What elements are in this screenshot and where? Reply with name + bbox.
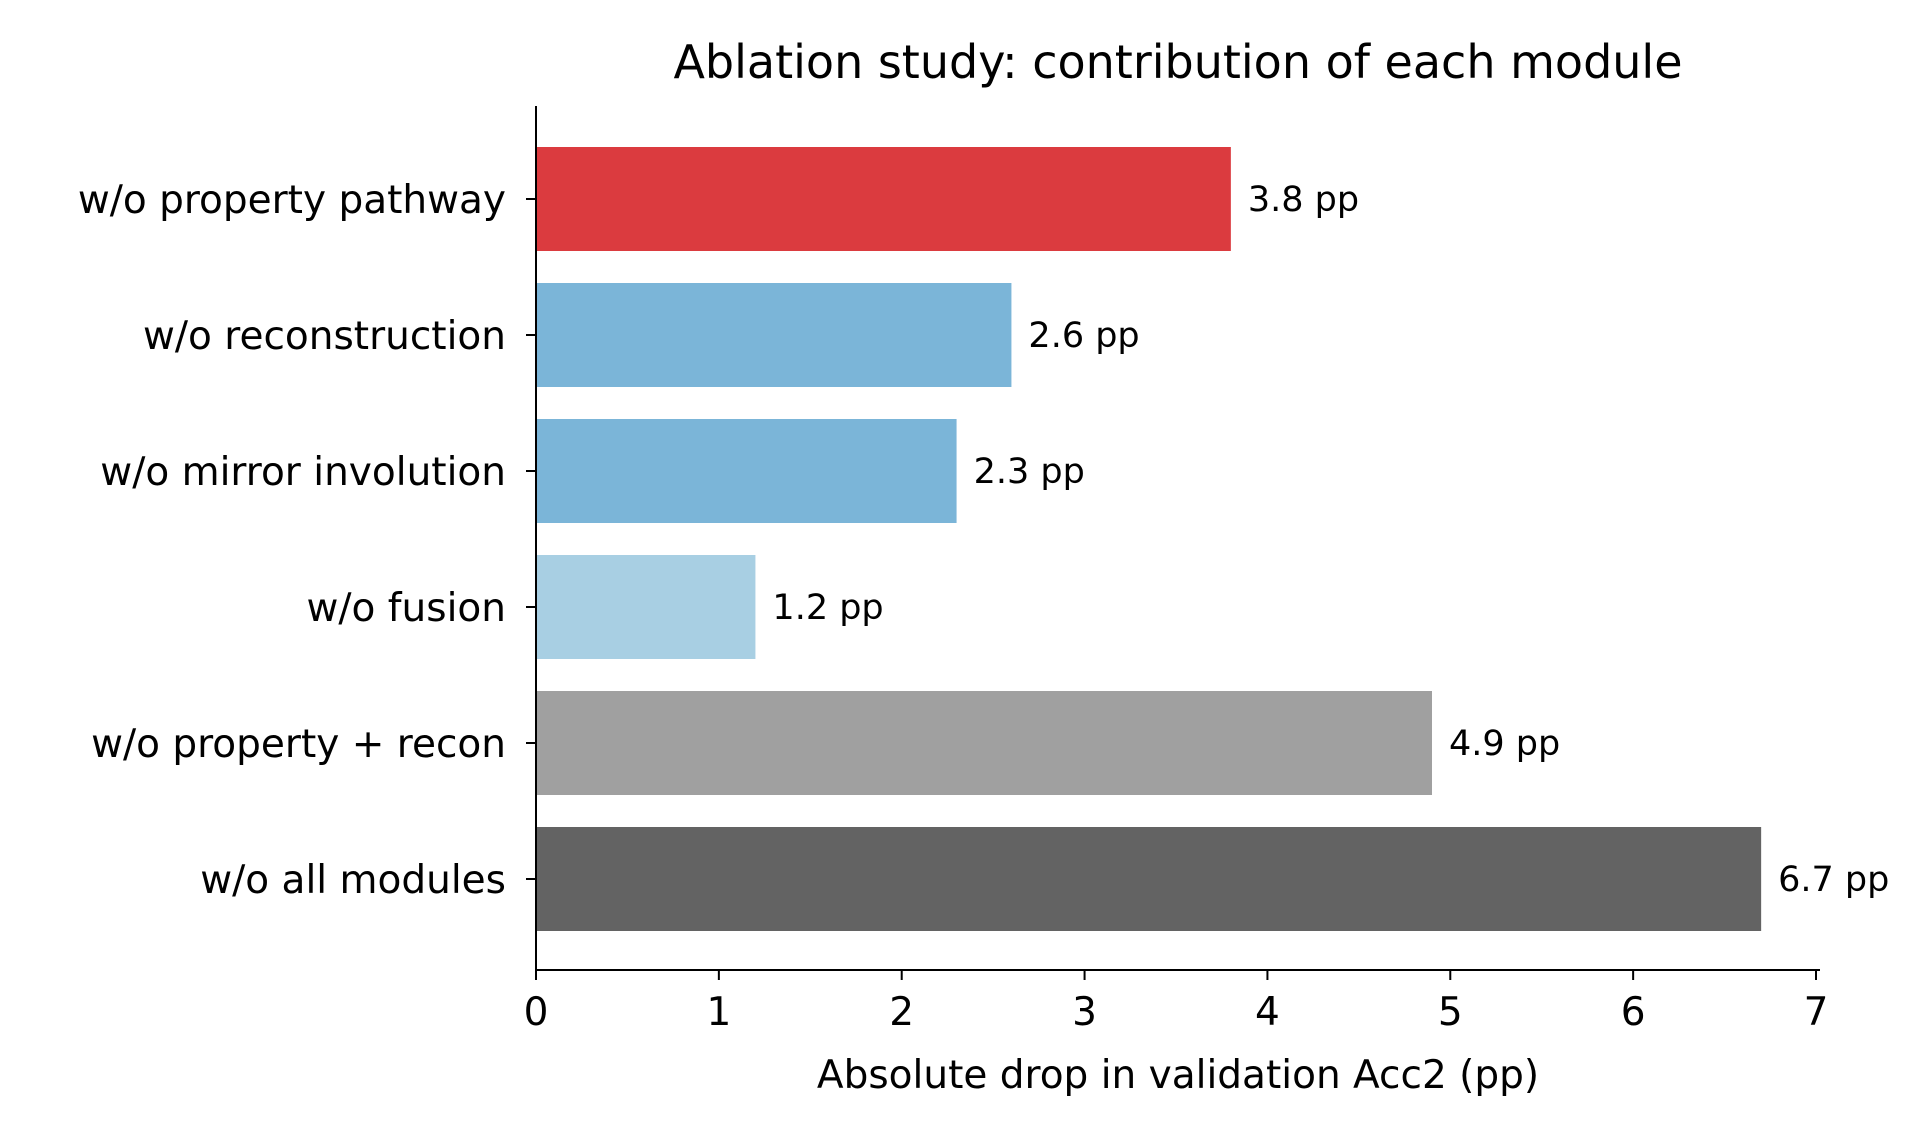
bar <box>536 147 1231 251</box>
x-tick-label: 1 <box>706 990 731 1035</box>
x-tick-label: 7 <box>1804 990 1829 1035</box>
bar <box>536 691 1432 795</box>
value-label: 4.9 pp <box>1449 724 1560 764</box>
value-label: 2.3 pp <box>974 452 1085 492</box>
category-label: w/o reconstruction <box>143 314 506 359</box>
bars-group <box>536 147 1762 931</box>
value-label: 1.2 pp <box>772 588 883 628</box>
category-label: w/o mirror involution <box>100 450 506 495</box>
value-label: 3.8 pp <box>1248 180 1359 220</box>
x-tick-label: 5 <box>1438 990 1463 1035</box>
category-label: w/o property pathway <box>78 178 506 223</box>
x-axis: 0 1 2 3 4 5 6 7 <box>524 969 1829 1035</box>
value-label: 2.6 pp <box>1028 316 1139 356</box>
x-axis-label: Absolute drop in validation Acc2 (pp) <box>817 1053 1539 1098</box>
bar <box>536 283 1012 387</box>
x-tick-label: 6 <box>1621 990 1646 1035</box>
category-label: w/o property + recon <box>91 722 506 767</box>
x-tick-label: 3 <box>1072 990 1097 1035</box>
bar <box>536 419 957 523</box>
bar <box>536 555 756 659</box>
value-labels-group: 3.8 pp 2.6 pp 2.3 pp 1.2 pp 4.9 pp 6.7 pp <box>772 180 1889 900</box>
chart-title: Ablation study: contribution of each mod… <box>673 35 1682 89</box>
x-tick-label: 0 <box>524 990 549 1035</box>
x-tick-label: 2 <box>889 990 914 1035</box>
category-label: w/o all modules <box>200 858 506 903</box>
bar <box>536 827 1762 931</box>
x-tick-label: 4 <box>1255 990 1280 1035</box>
category-label: w/o fusion <box>307 586 506 631</box>
y-axis: w/o property pathway w/o reconstruction w/… <box>78 106 537 970</box>
value-label: 6.7 pp <box>1778 860 1889 900</box>
